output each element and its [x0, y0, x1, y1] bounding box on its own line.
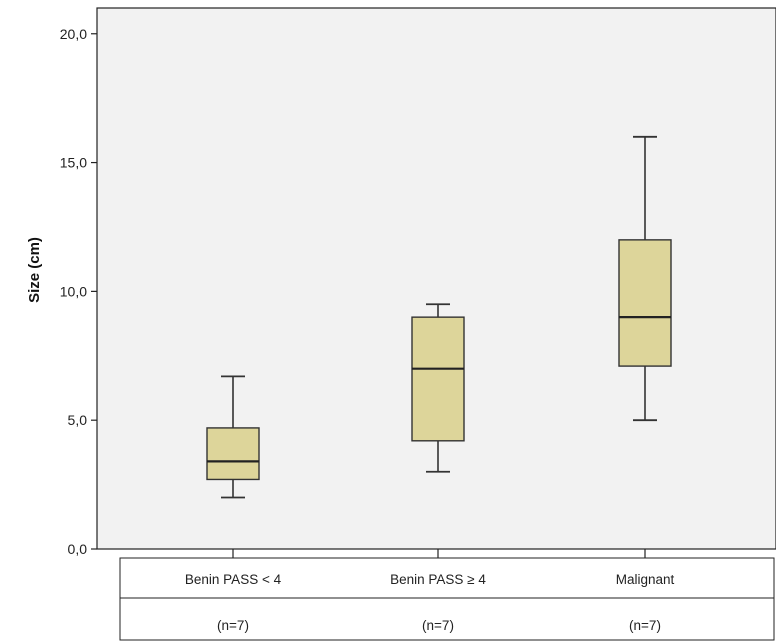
sample-size-label: (n=7) [217, 618, 249, 633]
category-label: Malignant [616, 572, 675, 587]
y-tick-label: 0,0 [68, 541, 88, 557]
y-tick-label: 15,0 [60, 155, 87, 171]
category-table [119, 557, 775, 641]
iqr-box [411, 316, 465, 442]
box-group [618, 135, 672, 422]
y-axis-title: Size (cm) [26, 237, 43, 303]
plot-area [96, 7, 776, 550]
iqr-box [206, 427, 260, 481]
box-group [411, 303, 465, 473]
y-tick-label: 10,0 [60, 283, 87, 299]
category-label: Benin PASS ≥ 4 [390, 572, 486, 587]
sample-size-label: (n=7) [422, 618, 454, 633]
y-axis: 0,0 5,0 10,0 15,0 20,0 [60, 26, 97, 557]
y-tick-label: 5,0 [68, 412, 88, 428]
x-axis: Benin PASS < 4 (n=7) Benin PASS ≥ 4 (n=7) Ma… [119, 549, 775, 641]
plot-background [96, 7, 776, 550]
boxes [206, 135, 672, 499]
iqr-box [618, 239, 672, 367]
sample-size-label: (n=7) [629, 618, 661, 633]
category-label: Benin PASS < 4 [185, 572, 282, 587]
y-tick-label: 20,0 [60, 26, 87, 42]
box-group [206, 375, 260, 499]
